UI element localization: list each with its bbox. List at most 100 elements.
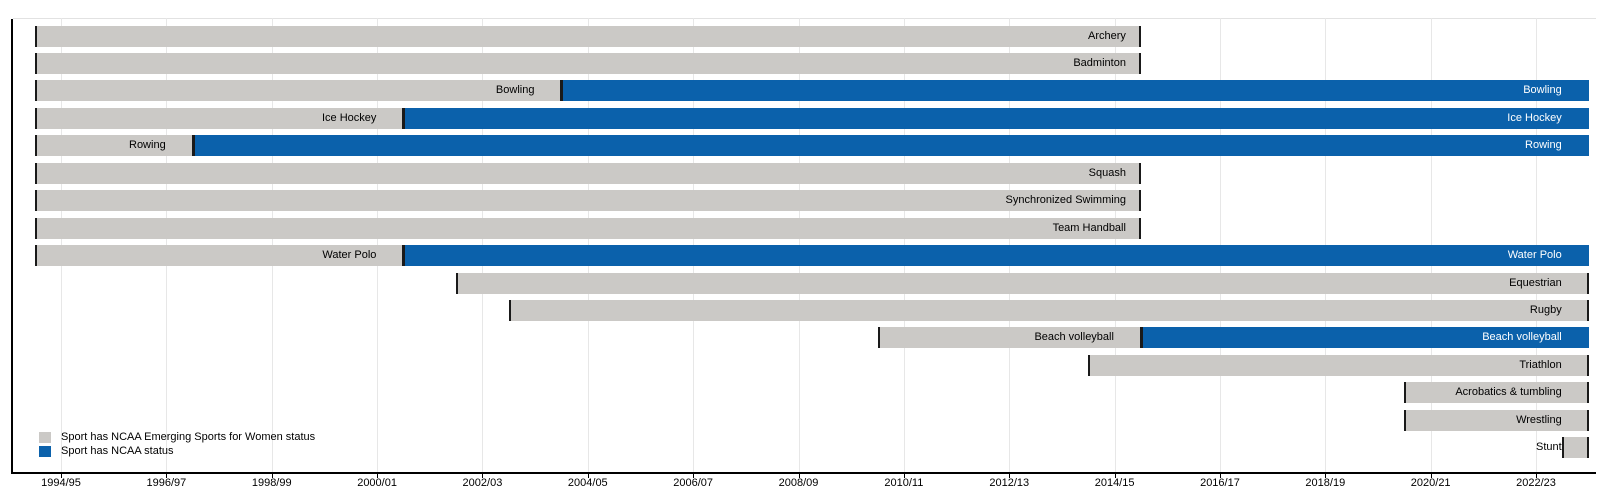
status-transition-tick: [402, 245, 406, 267]
x-axis-tick: [1430, 473, 1432, 478]
sport-row-synchronized-swimming: Synchronized Swimming: [0, 190, 1600, 212]
x-axis-tick-label: 2002/03: [462, 477, 503, 489]
segment-end-tick: [1586, 300, 1589, 321]
status-transition-tick: [402, 107, 406, 129]
bar-ncaa-segment: [403, 107, 1589, 129]
bar-label-ncaa: Beach volleyball: [1482, 331, 1562, 344]
status-transition-tick: [191, 135, 195, 157]
bar-label-emerging: Squash: [1088, 166, 1126, 179]
segment-start-tick: [877, 327, 880, 349]
x-axis-tick: [1219, 473, 1221, 478]
x-axis-tick-label: 2004/05: [567, 477, 608, 489]
sport-row-triathlon: Triathlon: [0, 354, 1600, 376]
x-axis-tick: [798, 473, 800, 478]
bar-emerging-segment: [34, 162, 1141, 184]
segment-start-tick: [1404, 409, 1407, 431]
x-axis-tick: [271, 473, 273, 478]
segment-end-tick: [1586, 382, 1589, 404]
segment-start-tick: [34, 80, 37, 102]
bar-label-emerging: Triathlon: [1519, 358, 1562, 371]
sport-row-bowling: Bowling Bowling: [0, 80, 1600, 102]
x-axis-tick: [693, 473, 695, 478]
legend-swatch-emerging-icon: [39, 431, 51, 443]
bar-emerging-segment: [877, 327, 1141, 349]
segment-end-tick: [1586, 272, 1589, 294]
segment-start-tick: [34, 135, 37, 157]
bar-emerging-segment: [1562, 437, 1589, 459]
x-axis-tick: [166, 473, 168, 478]
bar-label-emerging: Water Polo: [322, 249, 377, 262]
x-axis-tick-label: 2000/01: [357, 477, 397, 489]
status-transition-tick: [1139, 327, 1143, 349]
sport-row-equestrian: Equestrian: [0, 272, 1600, 294]
segment-end-tick: [1138, 217, 1141, 239]
bar-ncaa-segment: [1140, 327, 1589, 349]
legend-label-emerging-status: Sport has NCAA Emerging Sports for Women…: [61, 431, 316, 443]
segment-start-tick: [1088, 354, 1091, 376]
bar-emerging-segment: [1088, 354, 1589, 376]
segment-start-tick: [1562, 437, 1565, 459]
x-axis-tick-label: 2020/21: [1410, 477, 1451, 489]
sport-row-wrestling: Wrestling: [0, 409, 1600, 431]
bar-label-emerging: Ice Hockey: [321, 111, 377, 124]
segment-start-tick: [34, 217, 37, 239]
x-axis-tick: [1536, 473, 1538, 478]
status-transition-tick: [560, 80, 564, 102]
segment-end-tick: [1586, 354, 1589, 376]
x-axis-tick-label: 2010/11: [884, 477, 924, 489]
y-axis-line: [11, 19, 13, 473]
x-axis-tick: [1114, 473, 1116, 478]
segment-start-tick: [34, 190, 37, 212]
segment-end-tick: [1586, 409, 1589, 431]
legend-item-emerging-status: Sport has NCAA Emerging Sports for Women…: [39, 430, 315, 444]
segment-start-tick: [456, 272, 459, 294]
bar-label-emerging: Wrestling: [1516, 413, 1562, 426]
bar-label-emerging: Archery: [1088, 29, 1126, 42]
x-axis-tick: [377, 473, 379, 478]
x-axis-tick-label: 2006/07: [673, 477, 714, 489]
bar-label-emerging: Rowing: [129, 139, 166, 152]
segment-end-tick: [1138, 52, 1141, 74]
bar-label-emerging: Acrobatics & tumbling: [1455, 386, 1562, 399]
x-axis-tick: [61, 473, 62, 478]
x-axis-tick-label: 1998/99: [251, 477, 292, 489]
sport-row-acrobatics-tumbling: Acrobatics & tumbling: [0, 382, 1600, 404]
x-axis-tick-label: 2014/15: [1094, 477, 1135, 489]
legend: Sport has NCAA Emerging Sports for Women…: [39, 430, 315, 458]
x-axis-tick: [903, 473, 905, 478]
segment-end-tick: [1586, 437, 1589, 459]
sport-row-archery: Archery: [0, 25, 1600, 47]
sport-row-beach-volleyball: Beach volleyball Beach volleyball: [0, 327, 1600, 349]
bar-emerging-segment: [456, 272, 1589, 294]
sport-row-ice-hockey: Ice Hockey Ice Hockey: [0, 107, 1600, 129]
x-axis-tick: [1009, 473, 1011, 478]
legend-item-ncaa-status: Sport has NCAA status: [39, 444, 315, 458]
bar-emerging-segment: [34, 52, 1141, 74]
bar-label-emerging: Beach volleyball: [1034, 331, 1114, 344]
segment-start-tick: [34, 52, 37, 74]
bar-emerging-segment: [34, 25, 1141, 47]
bar-emerging-segment: [34, 135, 193, 157]
x-axis-tick-label: 2012/13: [989, 477, 1030, 489]
segment-start-tick: [34, 245, 37, 267]
x-axis-tick: [587, 473, 589, 478]
x-axis-tick-label: 1994/95: [41, 477, 81, 489]
bar-label-ncaa: Bowling: [1523, 84, 1562, 97]
bar-ncaa-segment: [192, 135, 1589, 157]
bar-label-emerging: Equestrian: [1509, 276, 1562, 289]
bar-ncaa-segment: [403, 245, 1589, 267]
x-axis-tick-label: 1996/97: [146, 477, 187, 489]
segment-start-tick: [508, 300, 511, 321]
x-axis-tick: [1325, 473, 1327, 478]
bar-label-emerging: Stunt: [1536, 441, 1562, 454]
segment-start-tick: [34, 162, 37, 184]
x-axis-tick: [482, 473, 484, 478]
legend-swatch-ncaa-icon: [39, 445, 51, 457]
x-axis-tick-label: 2022/23: [1516, 477, 1556, 489]
bar-label-ncaa: Ice Hockey: [1507, 111, 1562, 124]
bar-label-emerging: Synchronized Swimming: [1005, 194, 1126, 207]
bar-ncaa-segment: [561, 80, 1589, 102]
bar-emerging-segment: [34, 217, 1141, 239]
sport-row-team-handball: Team Handball: [0, 217, 1600, 239]
